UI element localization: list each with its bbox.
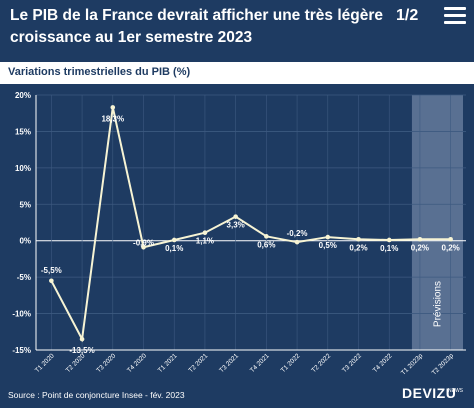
y-tick-label: 10% (15, 164, 31, 173)
data-point (171, 237, 177, 243)
series-line (50, 107, 451, 343)
menu-icon-bar (444, 14, 466, 17)
data-point (202, 230, 208, 235)
subtitle-band (0, 62, 474, 84)
x-tick-label: T4 2020 (126, 352, 148, 374)
y-tick-label: 5% (19, 200, 31, 209)
page-indicator: 1/2 (396, 7, 419, 24)
data-label: -0,2% (287, 229, 308, 238)
x-tick-label: T1 2022 (280, 352, 302, 374)
data-label: 0,1% (380, 244, 398, 253)
y-tick-label: 0% (19, 237, 31, 246)
chart-subtitle: Variations trimestrielles du PIB (%) (8, 66, 191, 78)
data-point (110, 105, 116, 110)
data-label: 0,2% (442, 243, 460, 252)
data-label: -13,5% (69, 346, 94, 355)
data-point (233, 214, 238, 219)
menu-icon-bar (444, 21, 466, 24)
data-point (294, 239, 300, 245)
y-tick-label: 20% (15, 91, 31, 100)
data-point (386, 237, 392, 243)
data-label: 0,1% (165, 244, 183, 253)
menu-icon[interactable] (444, 7, 466, 25)
x-tick-label: T2 2023p (431, 352, 456, 377)
data-label: 0,6% (257, 240, 275, 249)
y-tick-label: -15% (12, 346, 31, 355)
x-tick-label: T3 2022 (341, 352, 363, 374)
data-label: -0,9% (133, 238, 154, 247)
data-label: 3,3% (227, 221, 245, 230)
x-tick-label: T4 2021 (249, 352, 271, 374)
data-point (264, 234, 269, 239)
menu-icon-bar (444, 7, 466, 10)
x-tick-label: T2 2020 (65, 352, 87, 374)
x-tick-label: T2 2021 (188, 352, 210, 374)
source-text: Source : Point de conjoncture Insee - fé… (8, 390, 185, 400)
data-label: 0,2% (411, 243, 429, 252)
data-point (79, 336, 85, 342)
x-tick-label: T1 2023p (400, 352, 425, 377)
devizu-logo-sub: NEWS (448, 388, 463, 394)
x-tick-label: T4 2022 (372, 352, 394, 374)
x-tick-label: T3 2021 (218, 352, 240, 374)
devizu-logo: DEVIZU (402, 385, 457, 401)
data-label: 0,5% (319, 241, 337, 250)
data-point (141, 244, 146, 250)
y-tick-label: -5% (17, 273, 31, 282)
x-tick-label: T3 2020 (95, 352, 117, 374)
y-tick-label: 15% (15, 127, 31, 136)
data-point (356, 236, 361, 242)
data-label: 18,3% (101, 114, 124, 123)
header-bar (0, 0, 474, 62)
chart-title: Le PIB de la France devrait afficher une… (10, 7, 384, 46)
forecast-band (411, 95, 463, 350)
data-label: 1,1% (196, 237, 214, 246)
y-tick-label: -10% (12, 310, 31, 319)
x-tick-label: T2 2022 (310, 352, 332, 374)
data-label: -5,5% (41, 266, 62, 275)
data-point (417, 236, 423, 242)
line-chart: -15% -10% -5% 0% 5% 10% 15% 20% T1 2020 T2 2020 T3… (12, 91, 466, 377)
data-point (325, 234, 331, 240)
data-point (49, 278, 54, 284)
data-label: 0,2% (349, 243, 367, 252)
forecast-label: Prévisions (432, 281, 443, 327)
footer-bar (0, 384, 474, 408)
x-tick-label: T1 2020 (34, 352, 56, 374)
x-tick-label: T1 2021 (157, 352, 179, 374)
data-point (448, 236, 453, 242)
